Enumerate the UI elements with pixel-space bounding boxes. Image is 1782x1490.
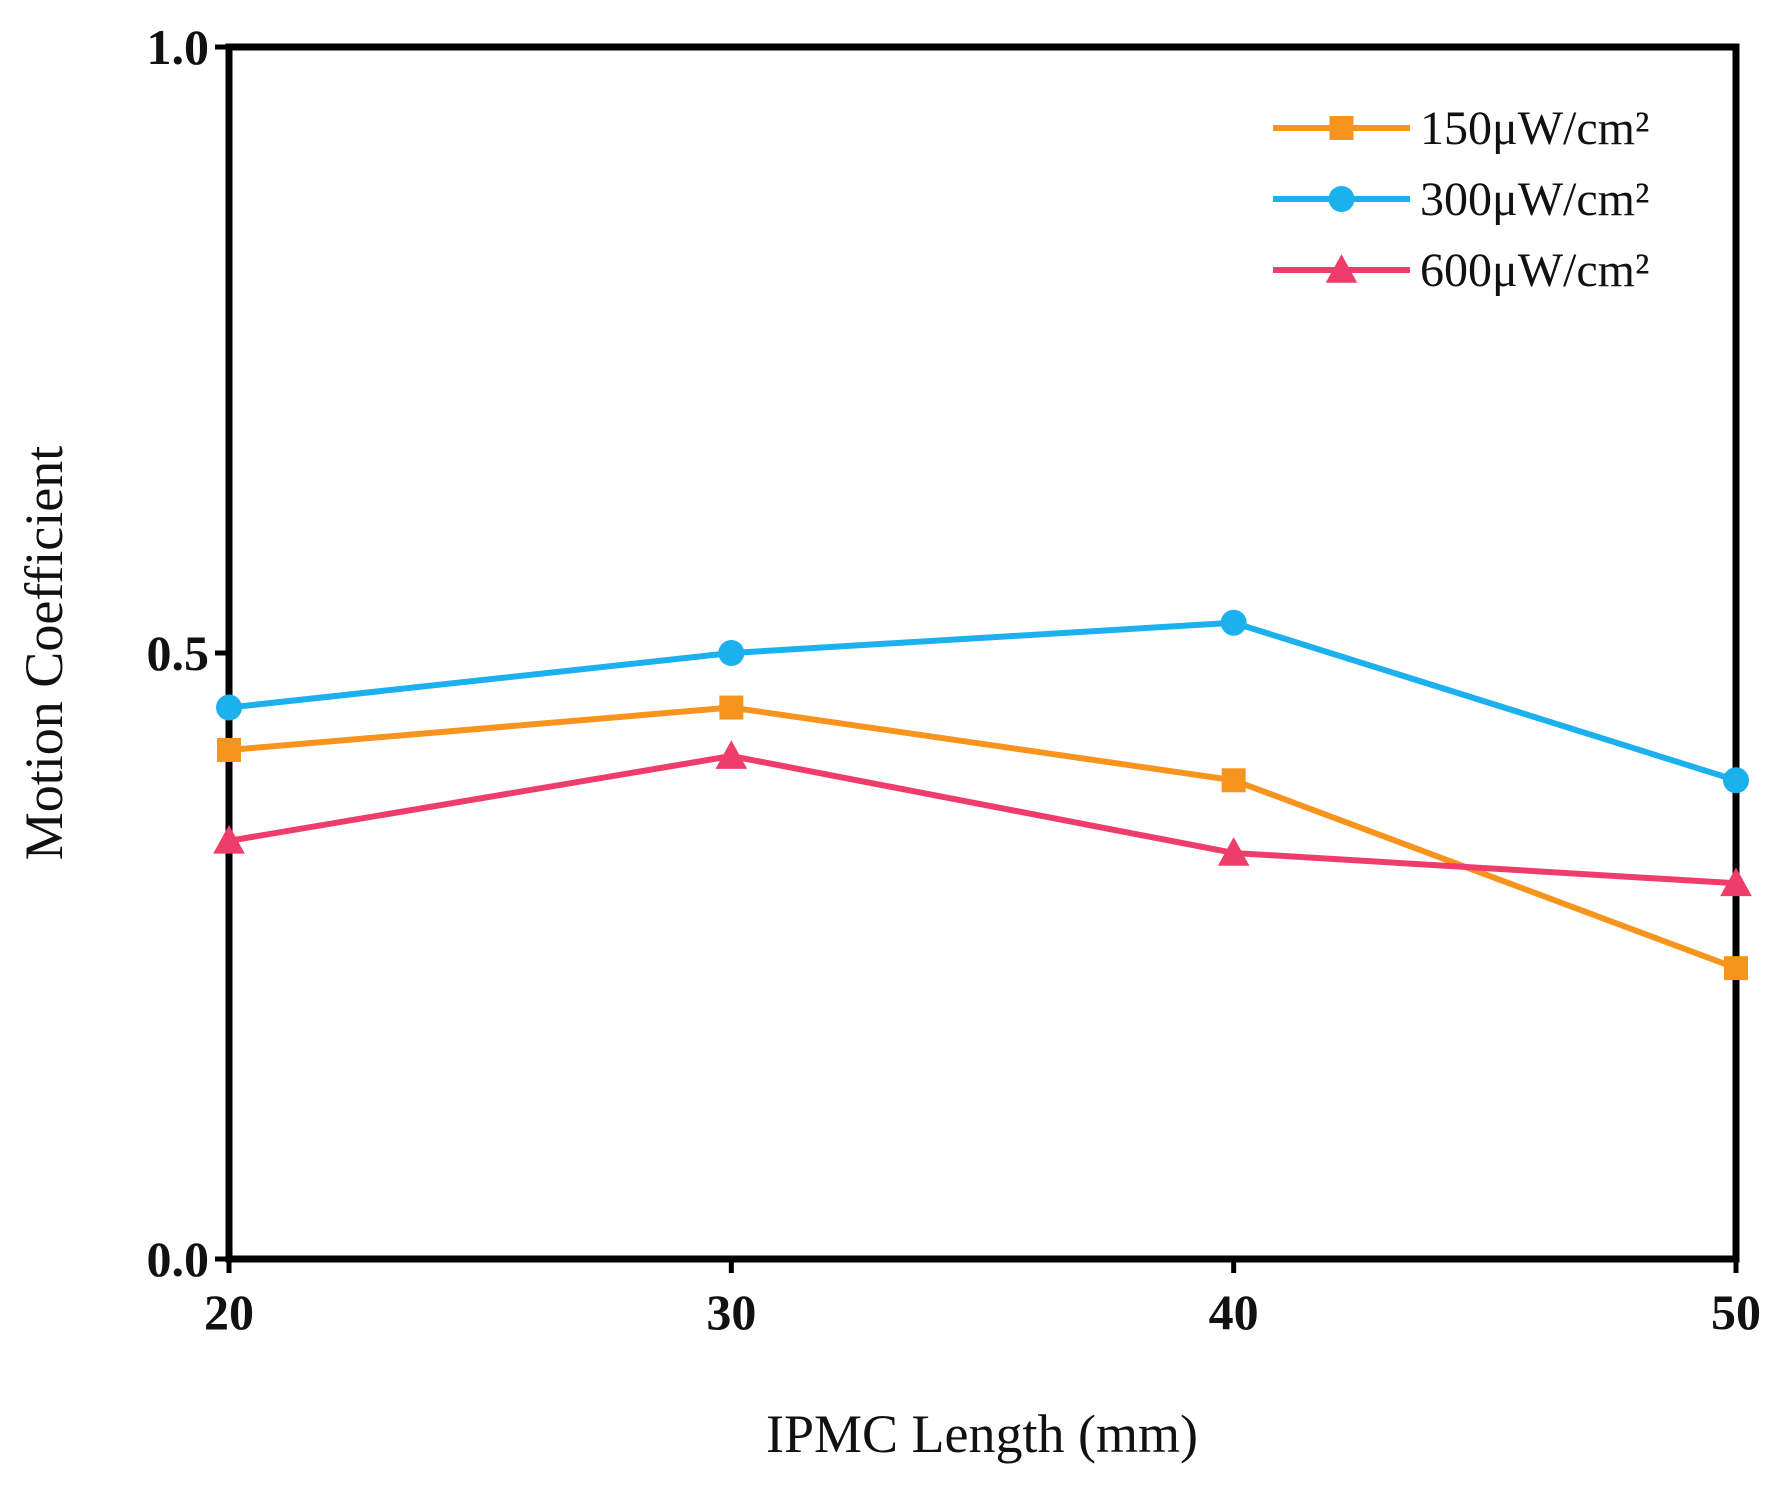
legend-marker xyxy=(1328,186,1355,212)
data-point xyxy=(1720,867,1752,897)
legend-label: 600μW/cm² xyxy=(1420,244,1649,297)
legend-label: 300μW/cm² xyxy=(1420,173,1649,226)
plot-frame xyxy=(225,43,1740,1263)
data-point xyxy=(1723,767,1749,794)
legend-marker xyxy=(1325,254,1358,283)
legend-item-2: 600μW/cm² xyxy=(1273,244,1649,297)
data-point xyxy=(715,740,748,769)
data-point xyxy=(719,695,744,720)
legend-item-1: 300μW/cm² xyxy=(1273,173,1649,226)
plot-area xyxy=(225,43,1740,1263)
y-axis-title: Motion Coefficient xyxy=(14,446,74,860)
series-1 xyxy=(216,609,1749,794)
series-layer xyxy=(213,609,1752,981)
x-tick-label: 50 xyxy=(1711,1284,1761,1340)
y-tick-label: 0.5 xyxy=(147,625,210,681)
y-axis: 0.0 0.5 1.0 xyxy=(147,19,229,1287)
legend: 150μW/cm² 300μW/cm² 600μW/cm² xyxy=(1273,102,1649,297)
y-tick-label: 0.0 xyxy=(147,1231,210,1287)
legend-label: 150μW/cm² xyxy=(1420,102,1649,155)
legend-marker xyxy=(1329,116,1354,140)
series-line xyxy=(228,753,1737,887)
data-point xyxy=(1217,837,1250,866)
data-point xyxy=(718,640,745,666)
legend-item-0: 150μW/cm² xyxy=(1273,102,1649,155)
data-point xyxy=(213,825,245,854)
series-line xyxy=(228,704,1738,971)
data-point xyxy=(1724,956,1748,981)
data-point xyxy=(1220,609,1247,636)
data-point xyxy=(217,737,241,762)
x-tick-label: 20 xyxy=(204,1284,254,1340)
series-2 xyxy=(213,740,1752,897)
data-point xyxy=(216,694,242,721)
x-tick-label: 30 xyxy=(706,1284,756,1340)
series-0 xyxy=(217,695,1748,981)
y-tick-label: 1.0 xyxy=(147,19,210,75)
x-tick-label: 40 xyxy=(1209,1284,1259,1340)
x-axis: 20 30 40 50 xyxy=(204,1259,1761,1340)
x-axis-title: IPMC Length (mm) xyxy=(766,1404,1198,1464)
data-point xyxy=(1221,768,1246,793)
series-line xyxy=(228,619,1737,784)
